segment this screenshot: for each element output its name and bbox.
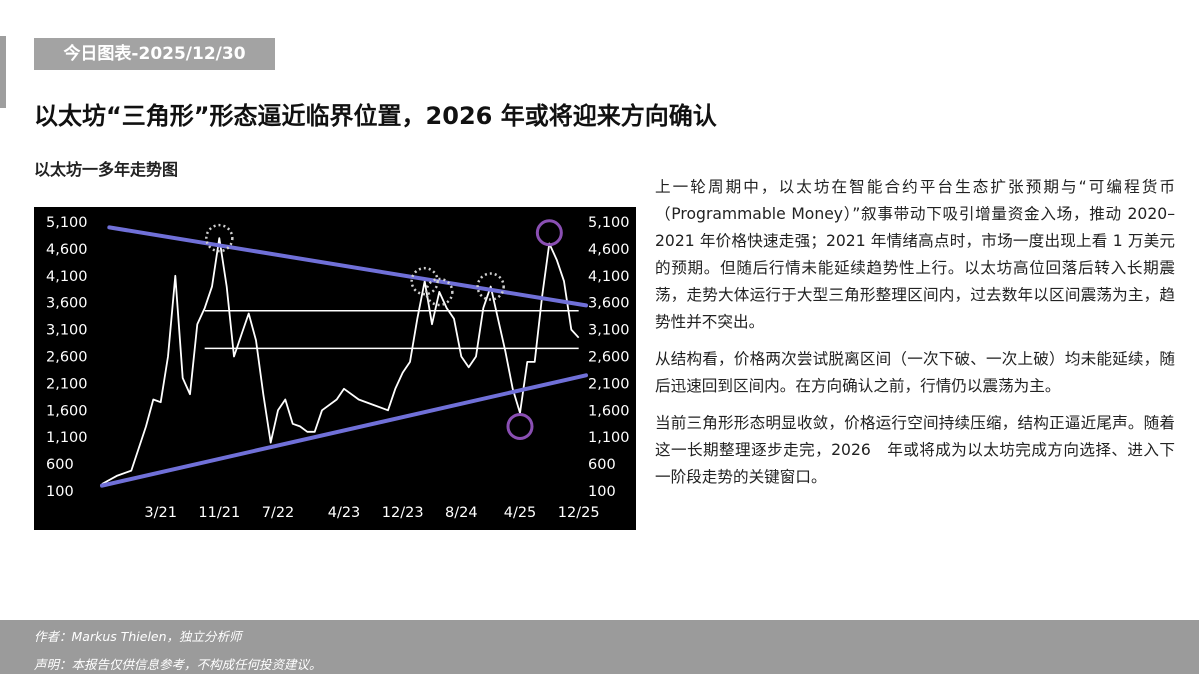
analysis-paragraph-3: 当前三角形形态明显收敛，价格运行空间持续压缩，结构正逼近尾声。随着这一长期整理逐… [655,414,1175,486]
y-tick-label-left: 3,100 [46,323,88,339]
triangle-trendline [107,225,588,308]
y-tick-label-right: 100 [588,484,616,500]
eth-price-chart: 100 100 600 600 1,100 1,100 1,600 1,600 2,100 2,1… [34,207,636,530]
disclaimer-line: 声明：本报告仅供信息参考，不构成任何投资建议。 [34,657,322,672]
author-line: 作者：Markus Thielen，独立分析师 [34,629,242,644]
x-tick-label: 8/24 [445,505,478,521]
price-line [101,237,580,485]
footer: 作者：Markus Thielen，独立分析师 声明：本报告仅供信息参考，不构成… [0,620,1199,674]
analysis-paragraph-1: 上一轮周期中，以太坊在智能合约平台生态扩张预期与“可编程货币（Programma… [655,178,1175,331]
breakout-marker-circle [535,219,563,247]
y-tick-label-right: 5,100 [588,215,630,231]
x-tick-label: 4/25 [504,505,537,521]
y-tick-label-right: 4,100 [588,269,630,285]
x-tick-label: 12/25 [558,505,600,521]
y-tick-label-left: 5,100 [46,215,88,231]
x-tick-label: 4/23 [328,505,361,521]
chart-canvas: 100 100 600 600 1,100 1,100 1,600 1,600 2,100 2,1… [46,215,630,521]
analysis-paragraph-2: 从结构看，价格两次尝试脱离区间（一次下破、一次上破）均未能延续，随后迅速回到区间… [655,350,1175,395]
y-tick-label-left: 1,600 [46,403,88,419]
chart-caption: 以太坊一多年走势图 [34,160,179,179]
y-tick-label-right: 3,600 [588,296,630,312]
accent-side-bar [0,36,6,108]
page-title: 以太坊“三角形”形态逼近临界位置，2026 年或将迎来方向确认 [34,102,717,130]
y-tick-label-left: 100 [46,484,74,500]
y-tick-label-left: 4,100 [46,269,88,285]
date-tag: 今日图表-2025/12/30 [34,38,275,70]
y-tick-label-left: 4,600 [46,242,88,258]
x-tick-label: 11/21 [198,505,240,521]
y-tick-label-right: 1,100 [588,430,630,446]
x-tick-label: 3/21 [144,505,177,521]
y-tick-label-right: 2,600 [588,350,630,366]
y-tick-label-left: 2,600 [46,350,88,366]
x-tick-label: 12/23 [382,505,424,521]
y-tick-label-right: 1,600 [588,403,630,419]
analysis-text: 上一轮周期中，以太坊在智能合约平台生态扩张预期与“可编程货币（Programma… [655,174,1175,501]
peak-marker-circle [425,277,454,307]
peak-marker-circle [205,223,234,253]
y-tick-label-right: 3,100 [588,323,630,339]
x-tick-label: 7/22 [262,505,295,521]
y-tick-label-left: 2,100 [46,376,88,392]
y-tick-label-right: 600 [588,457,616,473]
y-tick-label-right: 2,100 [588,376,630,392]
y-tick-label-left: 3,600 [46,296,88,312]
triangle-trendline [100,373,588,488]
y-tick-label-left: 1,100 [46,430,88,446]
breakout-marker-circle [506,412,534,440]
peak-marker-circle [410,266,439,296]
y-tick-label-right: 4,600 [588,242,630,258]
peak-marker-circle [476,272,505,301]
y-tick-label-left: 600 [46,457,74,473]
